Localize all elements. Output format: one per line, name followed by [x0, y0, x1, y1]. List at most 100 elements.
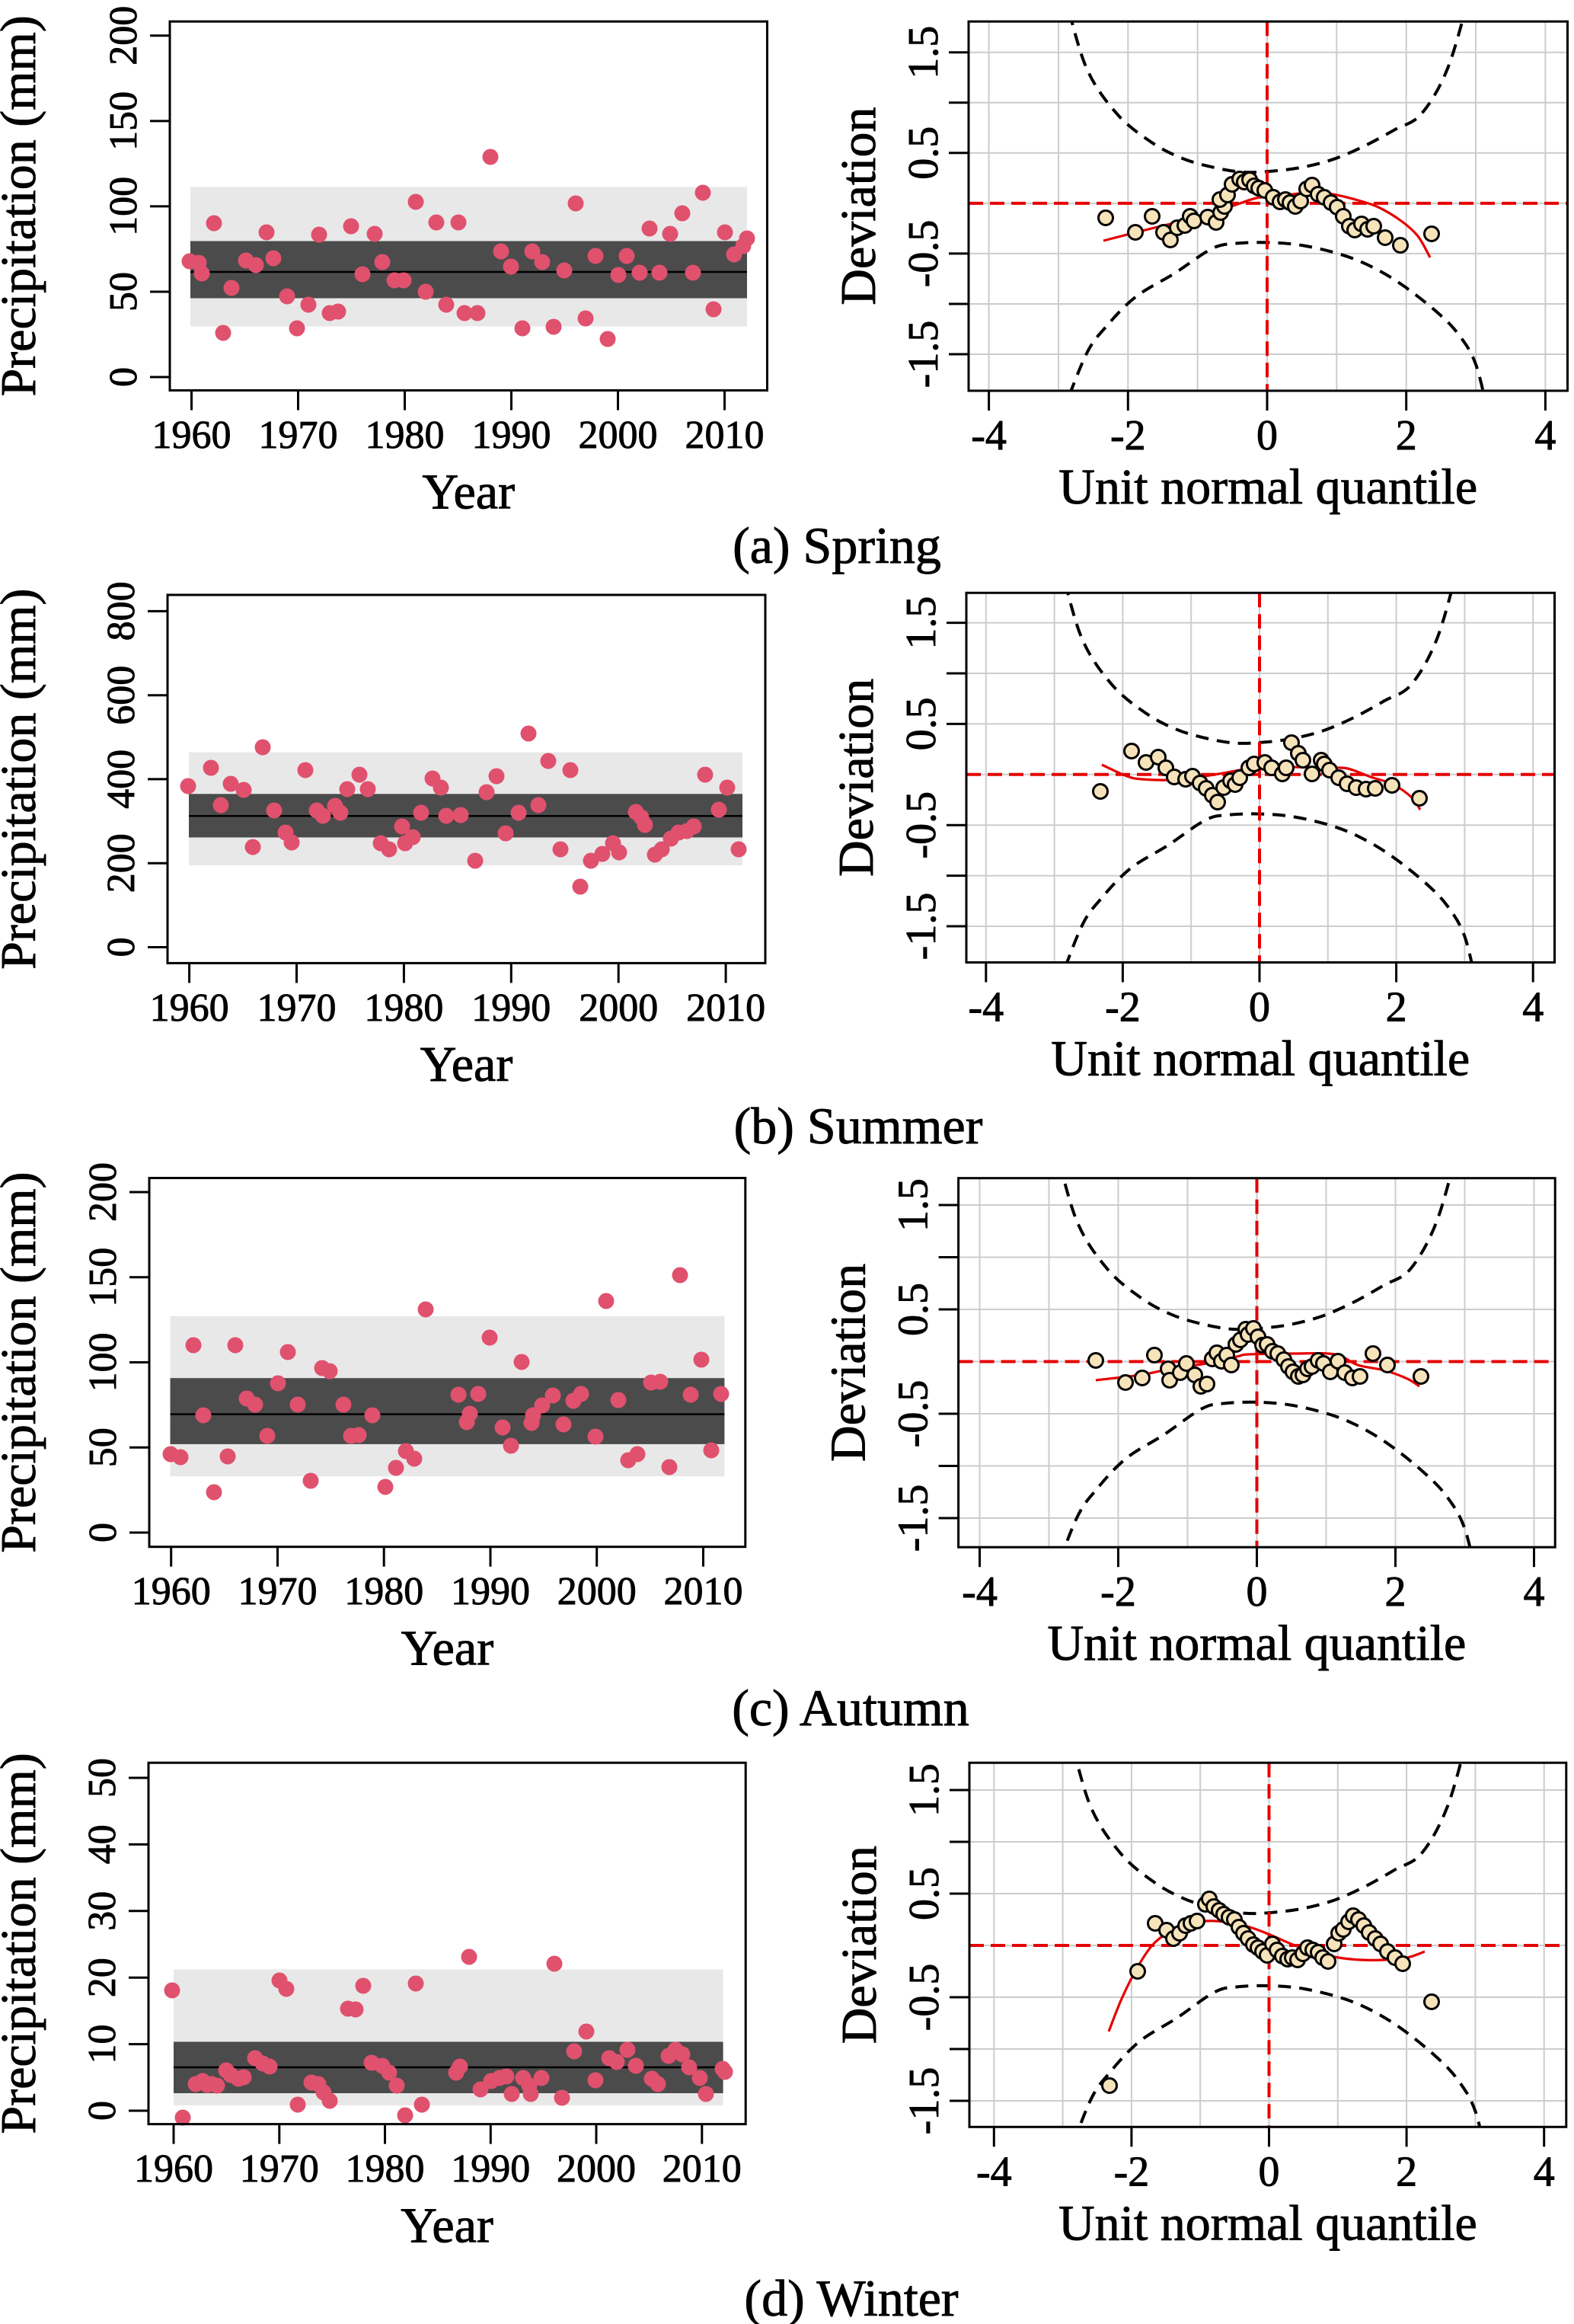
svg-text:-0.5: -0.5 [901, 1964, 948, 2032]
svg-text:2010: 2010 [686, 986, 765, 1030]
svg-text:1960: 1960 [150, 986, 229, 1030]
svg-text:2: 2 [1396, 2148, 1417, 2195]
svg-text:Precipitation (mm): Precipitation (mm) [0, 1172, 46, 1552]
svg-text:Precipitation (mm): Precipitation (mm) [0, 15, 46, 396]
svg-text:-4: -4 [976, 2148, 1012, 2195]
svg-text:400: 400 [100, 750, 143, 809]
svg-text:2000: 2000 [579, 414, 658, 457]
svg-text:Year: Year [420, 1037, 513, 1092]
svg-text:40: 40 [81, 1824, 124, 1864]
svg-text:20: 20 [81, 1958, 124, 1997]
svg-text:1990: 1990 [451, 2147, 530, 2191]
svg-text:1990: 1990 [451, 1570, 530, 1613]
svg-text:(a) Spring: (a) Spring [733, 516, 941, 574]
svg-text:0: 0 [81, 1523, 125, 1542]
svg-text:-1.5: -1.5 [898, 893, 945, 961]
svg-text:-1.5: -1.5 [900, 321, 947, 388]
svg-text:Precipitation (mm): Precipitation (mm) [0, 1753, 46, 2134]
svg-text:4: 4 [1534, 2148, 1555, 2195]
svg-text:Unit normal quantile: Unit normal quantile [1051, 1031, 1470, 1087]
svg-text:1970: 1970 [259, 414, 338, 457]
svg-text:150: 150 [102, 91, 145, 151]
svg-text:0.5: 0.5 [890, 1283, 937, 1336]
svg-text:1960: 1960 [152, 414, 231, 457]
svg-text:1980: 1980 [364, 986, 443, 1030]
svg-text:(d) Winter: (d) Winter [744, 2269, 958, 2324]
svg-text:1.5: 1.5 [898, 596, 945, 650]
svg-text:1960: 1960 [132, 1570, 211, 1613]
svg-text:Unit normal quantile: Unit normal quantile [1047, 1616, 1466, 1671]
svg-text:-0.5: -0.5 [898, 791, 945, 859]
svg-text:1990: 1990 [471, 986, 551, 1030]
svg-text:200: 200 [81, 1162, 125, 1222]
svg-text:Year: Year [401, 2198, 493, 2253]
svg-text:0: 0 [1249, 984, 1270, 1031]
svg-text:-4: -4 [971, 412, 1007, 459]
svg-text:1.5: 1.5 [900, 26, 947, 79]
svg-text:1990: 1990 [472, 414, 551, 457]
svg-text:1980: 1980 [346, 2147, 425, 2191]
svg-text:Deviation: Deviation [821, 1264, 876, 1462]
svg-text:-0.5: -0.5 [900, 220, 947, 288]
svg-text:600: 600 [100, 666, 143, 725]
svg-text:Unit normal quantile: Unit normal quantile [1058, 459, 1477, 515]
svg-text:2000: 2000 [557, 1570, 637, 1613]
svg-text:2010: 2010 [662, 2147, 742, 2191]
svg-text:-2: -2 [1100, 1568, 1136, 1616]
svg-text:Deviation: Deviation [832, 1846, 887, 2044]
svg-text:0.5: 0.5 [898, 697, 945, 750]
svg-text:-2: -2 [1114, 2148, 1150, 2195]
svg-text:Deviation: Deviation [831, 107, 886, 305]
svg-text:200: 200 [100, 833, 143, 893]
svg-text:0: 0 [81, 2101, 124, 2121]
svg-text:2: 2 [1386, 984, 1407, 1031]
svg-text:2: 2 [1396, 412, 1417, 459]
svg-text:4: 4 [1522, 984, 1544, 1031]
svg-text:2010: 2010 [685, 414, 765, 457]
svg-text:0.5: 0.5 [900, 126, 947, 180]
svg-text:0: 0 [1259, 2148, 1280, 2195]
svg-text:150: 150 [81, 1248, 125, 1307]
svg-text:50: 50 [81, 1758, 124, 1798]
svg-text:Unit normal quantile: Unit normal quantile [1058, 2195, 1477, 2251]
svg-text:1980: 1980 [366, 414, 445, 457]
svg-text:1970: 1970 [238, 1570, 318, 1613]
svg-text:800: 800 [100, 581, 143, 641]
svg-text:100: 100 [102, 177, 145, 236]
svg-text:0.5: 0.5 [901, 1867, 948, 1920]
svg-text:-2: -2 [1110, 412, 1146, 459]
svg-text:4: 4 [1534, 412, 1556, 459]
svg-text:-4: -4 [962, 1568, 998, 1616]
svg-text:-0.5: -0.5 [890, 1380, 937, 1448]
svg-text:4: 4 [1524, 1568, 1545, 1616]
svg-text:0: 0 [1256, 412, 1278, 459]
svg-text:(c) Autumn: (c) Autumn [732, 1679, 969, 1737]
svg-text:Year: Year [401, 1621, 494, 1677]
svg-text:0: 0 [100, 938, 143, 957]
svg-text:Deviation: Deviation [829, 679, 884, 877]
svg-text:-2: -2 [1105, 984, 1141, 1031]
svg-text:1970: 1970 [240, 2147, 319, 2191]
svg-text:200: 200 [102, 6, 145, 66]
svg-text:2010: 2010 [664, 1570, 743, 1613]
svg-text:2: 2 [1385, 1568, 1406, 1616]
svg-text:50: 50 [81, 1427, 125, 1467]
svg-text:1.5: 1.5 [901, 1763, 948, 1817]
svg-text:Precipitation (mm): Precipitation (mm) [0, 589, 46, 970]
svg-text:0: 0 [1247, 1568, 1268, 1616]
svg-text:-1.5: -1.5 [901, 2067, 948, 2135]
svg-text:1.5: 1.5 [890, 1178, 937, 1232]
svg-text:10: 10 [81, 2025, 124, 2064]
svg-text:50: 50 [102, 272, 145, 312]
svg-text:(b) Summer: (b) Summer [734, 1097, 983, 1155]
svg-text:Year: Year [422, 464, 515, 519]
svg-text:1970: 1970 [257, 986, 337, 1030]
svg-text:30: 30 [81, 1891, 124, 1931]
svg-text:-1.5: -1.5 [890, 1485, 937, 1552]
svg-text:100: 100 [81, 1333, 125, 1392]
svg-text:1960: 1960 [134, 2147, 213, 2191]
svg-text:0: 0 [102, 367, 145, 387]
svg-text:2000: 2000 [557, 2147, 636, 2191]
svg-text:2000: 2000 [579, 986, 658, 1030]
svg-text:1980: 1980 [344, 1570, 423, 1613]
